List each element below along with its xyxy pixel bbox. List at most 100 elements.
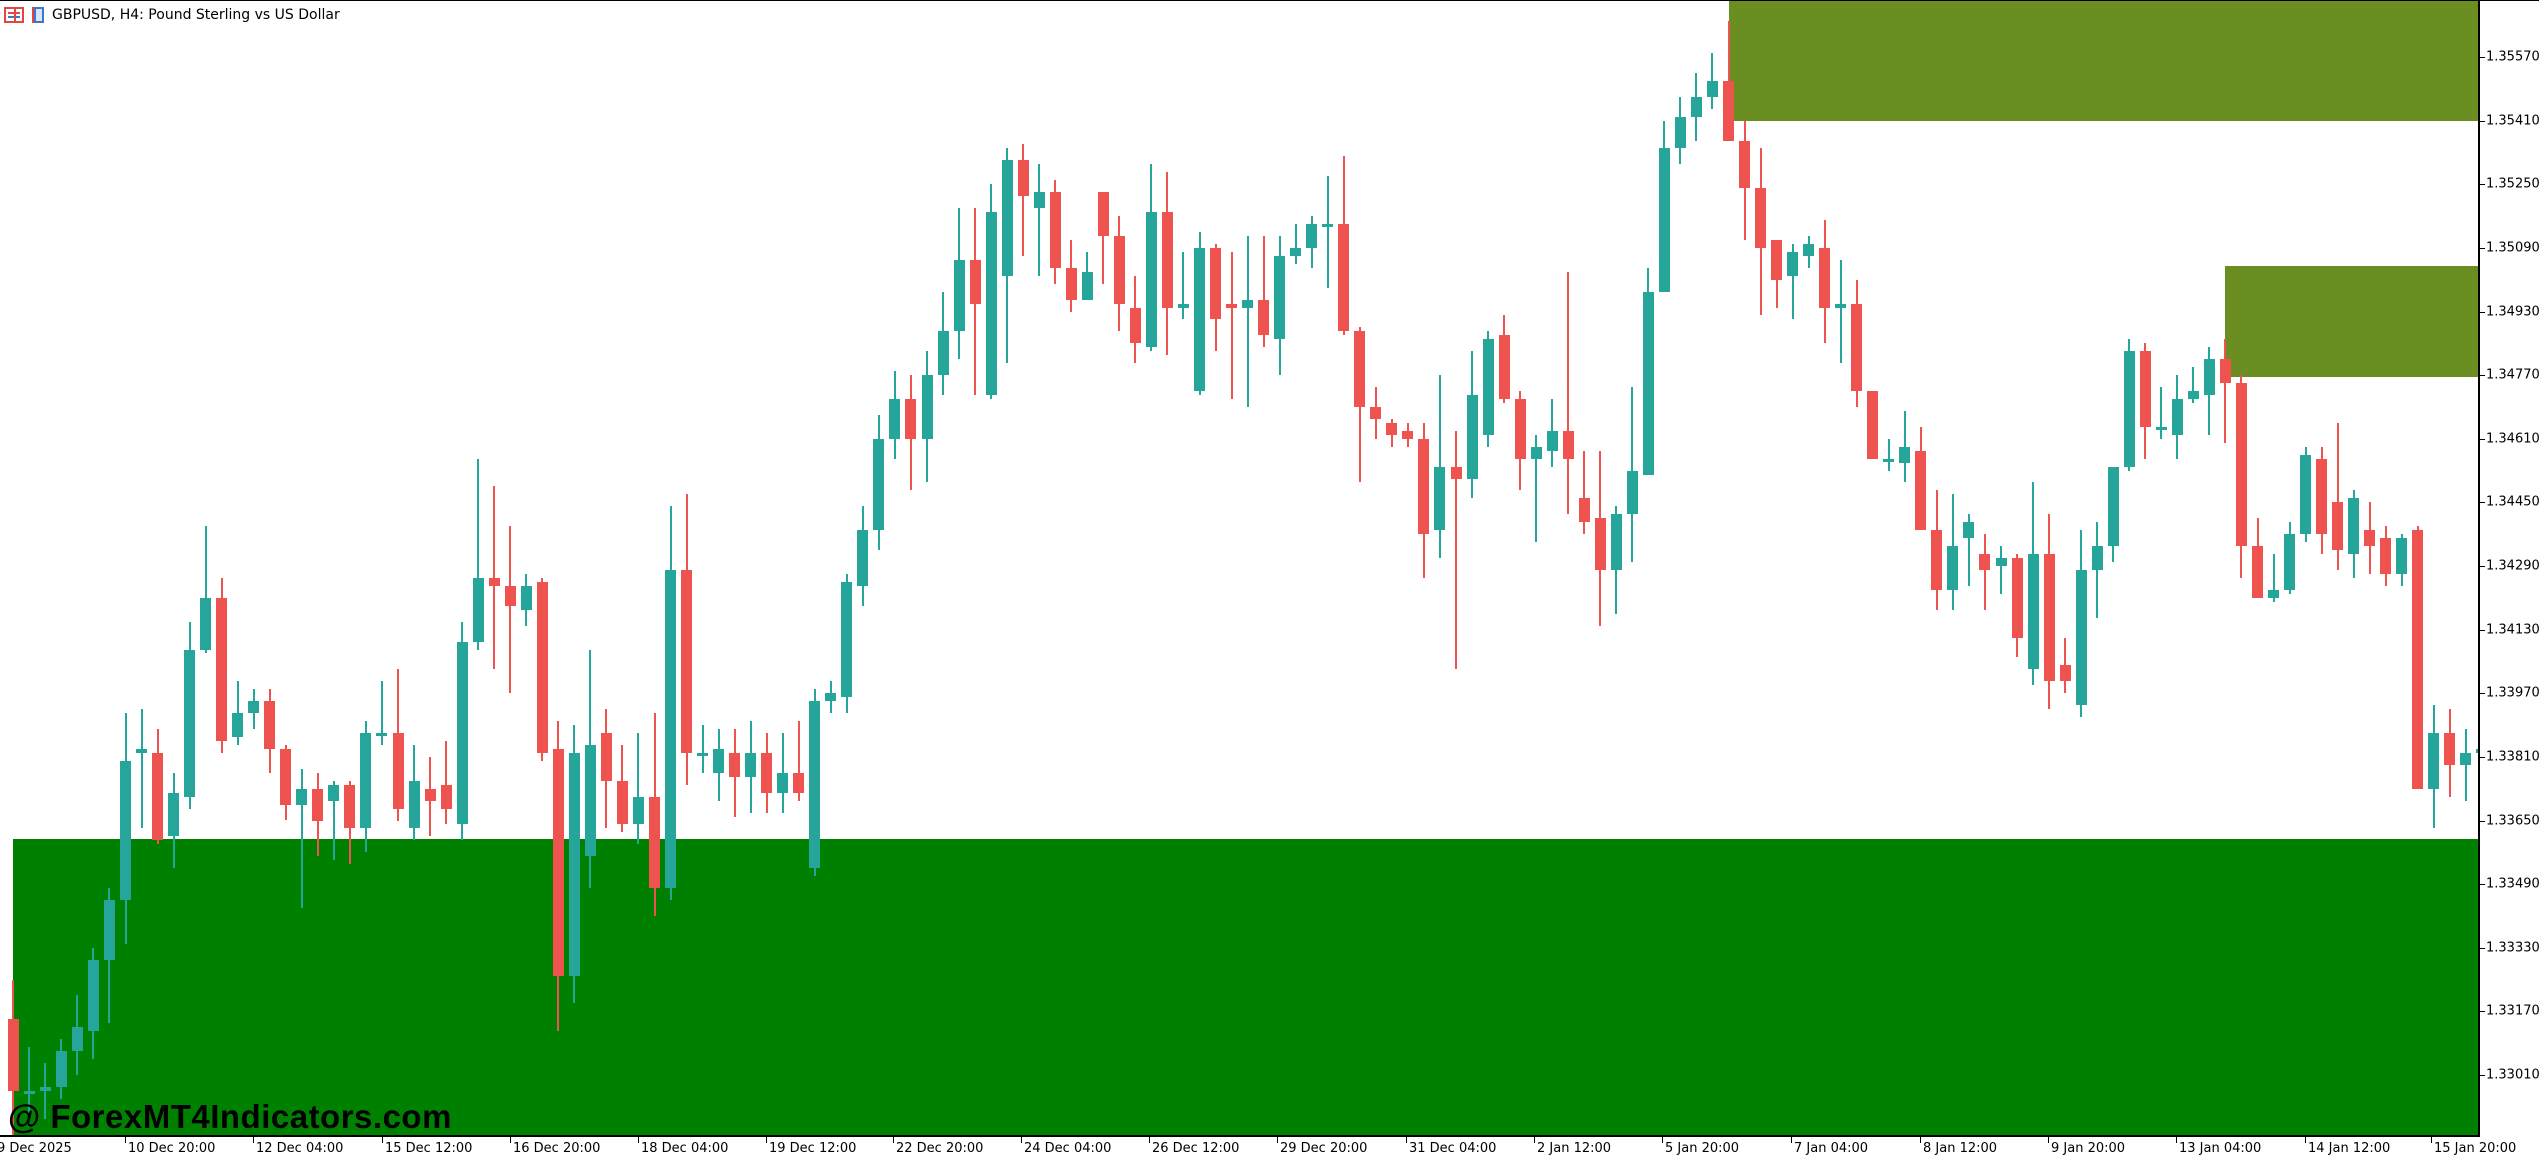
bear-candle-body <box>1755 188 1767 248</box>
time-tick <box>1920 1137 1921 1143</box>
time-tick <box>253 1137 254 1143</box>
bull-candle-body <box>23 1090 35 1094</box>
time-label: 15 Dec 12:00 <box>385 1141 473 1156</box>
price-label: 1.33650 <box>2486 813 2539 828</box>
demand-zone[interactable] <box>13 839 2478 1135</box>
bear-candle-body <box>1498 335 1510 399</box>
candle-wick <box>44 1063 47 1119</box>
bull-candle-body <box>1546 430 1558 451</box>
bear-candle-body <box>1931 530 1943 590</box>
bear-candle-body <box>2412 530 2424 789</box>
price-tick <box>2480 1011 2485 1013</box>
bear-candle-body <box>681 569 693 753</box>
bull-candle-body <box>953 259 965 332</box>
bull-candle-body <box>456 641 468 825</box>
bull-candle-body <box>1963 522 1975 539</box>
candle-wick <box>701 725 704 773</box>
bear-candle-body <box>1578 498 1590 523</box>
bear-candle-body <box>2332 502 2344 551</box>
bear-candle-body <box>264 701 276 749</box>
bull-candle-body <box>2300 454 2312 535</box>
bear-candle-body <box>552 748 564 976</box>
bull-candle-body <box>1081 271 1093 300</box>
bear-candle-body <box>1915 450 1927 531</box>
bull-candle-body <box>408 780 420 829</box>
bear-candle-body <box>1723 80 1734 141</box>
supply-zone-lower[interactable] <box>2225 266 2478 377</box>
bull-candle-body <box>2123 351 2135 467</box>
time-label: 10 Dec 20:00 <box>128 1141 216 1156</box>
bear-candle-body <box>1065 267 1077 300</box>
bull-candle-body <box>1995 558 2007 566</box>
candle-wick <box>637 733 640 845</box>
time-tick <box>766 1137 767 1143</box>
bear-candle-body <box>536 581 548 753</box>
price-axis[interactable] <box>2478 0 2539 1135</box>
bull-candle-body <box>1306 224 1318 248</box>
time-tick <box>1021 1137 1022 1143</box>
bull-candle-body <box>857 530 869 586</box>
bear-candle-body <box>2059 665 2071 682</box>
bull-candle-body <box>2075 569 2087 706</box>
candle-wick <box>1791 243 1794 320</box>
candle-wick <box>2464 729 2467 801</box>
chart-title: GBPUSD, H4: Pound Sterling vs US Dollar <box>52 7 340 23</box>
bull-candle-body <box>1145 212 1157 348</box>
bull-candle-body <box>1674 116 1686 149</box>
bear-candle-body <box>2011 558 2023 638</box>
time-label: 9 Jan 20:00 <box>2051 1141 2126 1156</box>
bear-candle-body <box>2444 733 2456 765</box>
bull-candle-body <box>809 701 821 869</box>
candle-wick <box>2000 546 2003 594</box>
price-label: 1.34930 <box>2486 304 2539 319</box>
time-label: 31 Dec 04:00 <box>1409 1141 1497 1156</box>
candle-wick <box>380 681 383 745</box>
time-tick <box>1791 1137 1792 1143</box>
bull-candle-body <box>2428 733 2440 789</box>
candle-wick <box>2336 422 2339 570</box>
candle-wick <box>1839 259 1842 364</box>
bull-candle-body <box>2268 589 2280 598</box>
bear-candle-body <box>1867 391 1879 459</box>
bear-candle-body <box>1113 235 1125 304</box>
bear-candle-body <box>1129 307 1141 344</box>
chart-template-icon[interactable] <box>32 7 44 23</box>
price-tick <box>2480 438 2485 440</box>
chart-plot-area[interactable] <box>0 0 2478 1135</box>
bull-candle-body <box>200 597 212 650</box>
bear-candle-body <box>1514 398 1526 459</box>
bear-candle-body <box>1594 518 1606 570</box>
window-top-border <box>0 0 2539 1</box>
time-axis[interactable] <box>0 1135 2480 1137</box>
candle-wick <box>1583 450 1586 535</box>
bear-candle-body <box>216 597 228 741</box>
candle-wick <box>1967 514 1970 586</box>
bull-candle-body <box>1610 514 1622 570</box>
bull-candle-body <box>120 760 131 901</box>
candle-wick <box>204 526 207 654</box>
bear-candle-body <box>344 784 356 829</box>
bull-candle-body <box>889 398 901 439</box>
time-label: 26 Dec 12:00 <box>1152 1141 1240 1156</box>
bull-candle-body <box>1274 255 1286 340</box>
bull-candle-body <box>2460 752 2472 765</box>
bull-candle-body <box>985 212 997 395</box>
time-label: 13 Jan 04:00 <box>2179 1141 2262 1156</box>
bear-candle-body <box>793 772 805 793</box>
time-tick <box>638 1137 639 1143</box>
time-tick <box>1406 1137 1407 1143</box>
bear-candle-body <box>1354 331 1366 407</box>
chart-list-icon[interactable] <box>4 7 24 23</box>
bull-candle-body <box>39 1086 51 1091</box>
price-tick <box>2480 1075 2485 1076</box>
bear-candle-body <box>1097 192 1109 236</box>
bear-candle-body <box>2364 530 2376 547</box>
candle-wick <box>2192 367 2195 403</box>
template-right-icon-part <box>34 7 44 23</box>
bear-candle-body <box>2139 351 2151 427</box>
watermark: @ ForexMT4Indicators.com <box>8 1098 452 1135</box>
bull-candle-body <box>1322 224 1334 228</box>
time-tick <box>1149 1137 1150 1143</box>
supply-zone-upper[interactable] <box>1729 1 2478 121</box>
candle-wick <box>1455 430 1457 670</box>
